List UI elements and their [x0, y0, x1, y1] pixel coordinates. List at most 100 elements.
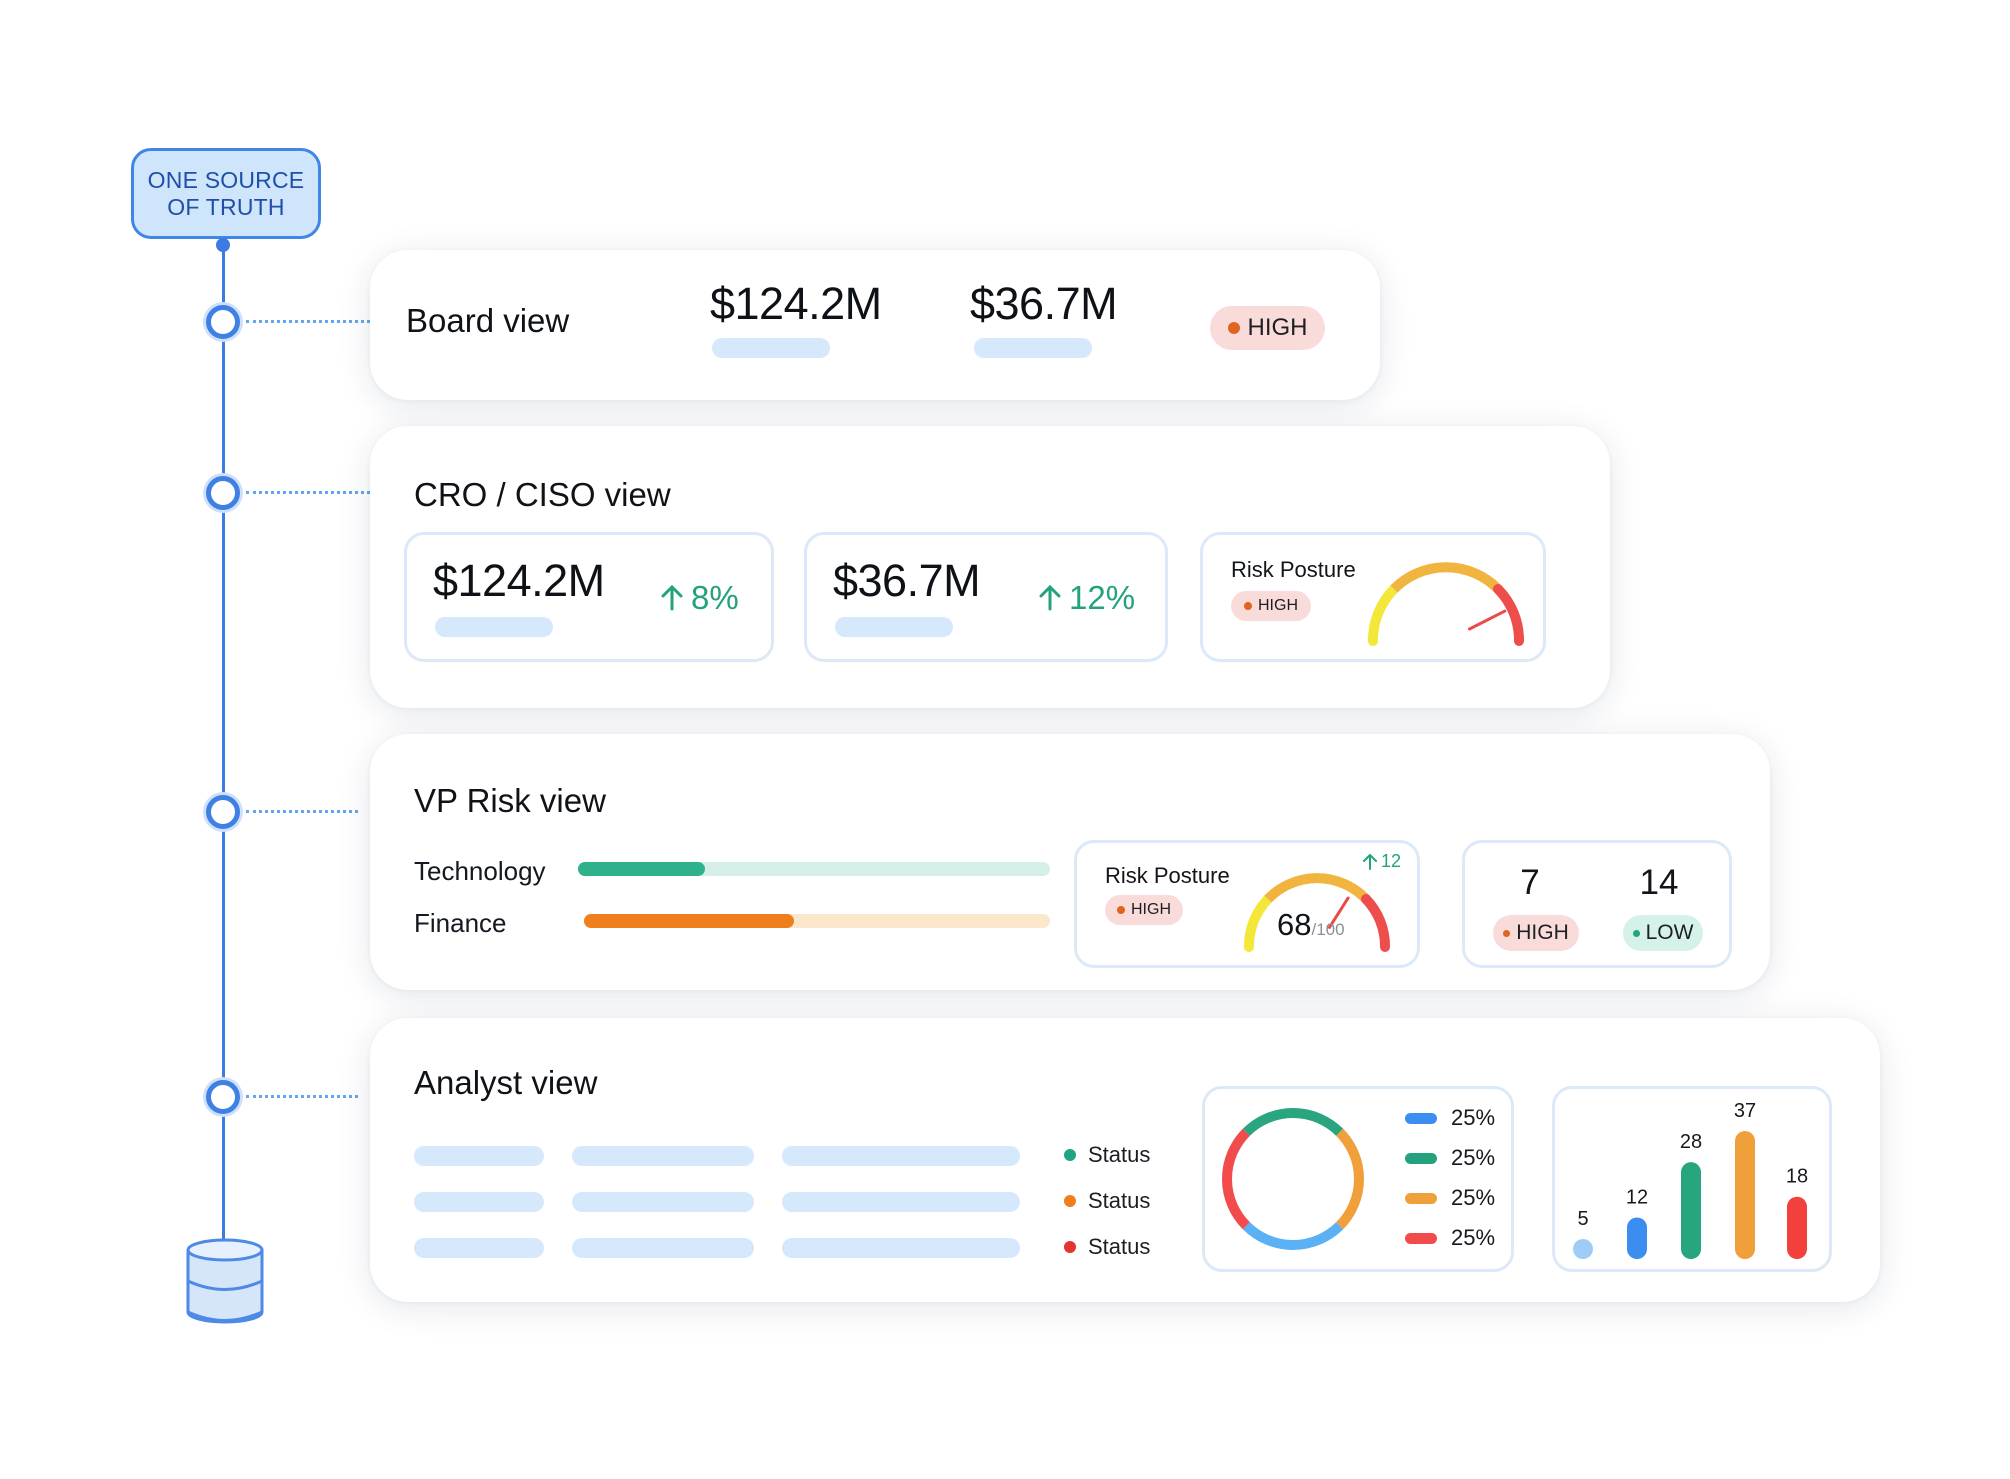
badge-label: HIGH	[1131, 901, 1171, 918]
database-icon	[186, 1238, 264, 1324]
donut-chart	[1222, 1108, 1364, 1250]
cro-view-card[interactable]: CRO / CISO view $124.2M 8% $36.7M 12% Ri…	[370, 426, 1610, 708]
connector-cro	[246, 491, 370, 494]
timeline-node-board	[206, 305, 240, 339]
table-skeleton-cell	[572, 1192, 754, 1212]
high-count-badge: HIGH	[1493, 915, 1579, 951]
vp-risk-posture-badge: HIGH	[1105, 895, 1183, 925]
bar-mark	[1627, 1217, 1647, 1259]
gauge-needle	[1468, 609, 1507, 631]
board-value-primary-skeleton	[712, 338, 830, 358]
cro-risk-posture-badge: HIGH	[1231, 591, 1311, 621]
vp-risk-gauge	[1243, 873, 1391, 952]
technology-bar-track	[578, 862, 1050, 876]
legend-swatch	[1405, 1152, 1437, 1164]
vp-risk-posture-card[interactable]: Risk Posture HIGH 12 68/100	[1074, 840, 1420, 968]
connector-vp	[246, 810, 358, 813]
bar-label-finance: Finance	[414, 908, 507, 938]
bar-label-technology: Technology	[414, 856, 546, 886]
bar-chart-card[interactable]: 5 12 28 37 18	[1552, 1086, 1832, 1272]
bar-mark	[1681, 1162, 1701, 1259]
arrow-up-icon	[1363, 853, 1377, 870]
bar-chart: 5 12 28 37 18	[1573, 1100, 1808, 1259]
status-item-2: Status	[1064, 1188, 1150, 1214]
table-skeleton-cell	[414, 1146, 544, 1166]
vp-risk-posture-label: Risk Posture	[1105, 863, 1230, 888]
vp-risk-view-title: VP Risk view	[414, 782, 606, 819]
legend-label: 25%	[1451, 1105, 1496, 1130]
bar-value-label: 37	[1734, 1100, 1756, 1122]
bar-mark	[1787, 1196, 1807, 1259]
vp-risk-posture-delta: 12	[1363, 851, 1401, 872]
board-view-card[interactable]: Board view $124.2M $36.7M HIGH	[370, 250, 1380, 400]
arrow-up-icon	[661, 585, 683, 611]
donut-slice	[1242, 1222, 1344, 1250]
vp-risk-score-max: /100	[1311, 920, 1345, 939]
status-label: Status	[1088, 1188, 1151, 1213]
timeline-node-cro	[206, 476, 240, 510]
badge-dot	[1117, 906, 1125, 914]
board-value-primary: $124.2M	[710, 278, 882, 329]
status-label: Status	[1088, 1234, 1151, 1259]
legend-swatch	[1405, 1112, 1437, 1124]
analyst-view-title: Analyst view	[414, 1064, 598, 1101]
vp-risk-posture-delta-value: 12	[1381, 851, 1402, 871]
legend-item: 25%	[1405, 1145, 1495, 1171]
board-view-title: Board view	[406, 302, 570, 339]
timeline-node-analyst	[206, 1080, 240, 1114]
status-item-3: Status	[1064, 1234, 1150, 1260]
status-dot-green	[1064, 1149, 1076, 1161]
analyst-view-card[interactable]: Analyst view Status Status Status 25% 25…	[370, 1018, 1880, 1302]
legend-item: 25%	[1405, 1225, 1495, 1251]
legend-item: 25%	[1405, 1105, 1495, 1131]
badge-label: HIGH	[1516, 921, 1569, 944]
connector-analyst	[246, 1095, 358, 1098]
badge-dot	[1632, 929, 1640, 937]
bar-value-label: 18	[1786, 1166, 1808, 1188]
legend-swatch	[1405, 1232, 1437, 1244]
cro-metric-2-value: $36.7M	[833, 555, 981, 606]
finance-bar-fill	[584, 914, 794, 928]
technology-bar-fill	[578, 862, 706, 876]
source-of-truth-badge: ONE SOURCE OF TRUTH	[131, 148, 321, 239]
badge-label: HIGH	[1247, 314, 1308, 341]
table-skeleton-cell	[414, 1238, 544, 1258]
vp-risk-score: 68/100	[1277, 907, 1345, 943]
legend-label: 25%	[1451, 1185, 1496, 1210]
badge-label: HIGH	[1258, 597, 1298, 614]
donut-chart-card[interactable]: 25% 25% 25% 25%	[1202, 1086, 1514, 1272]
timeline-line	[222, 240, 225, 1240]
cro-metric-1-delta-value: 8%	[691, 579, 739, 616]
donut-slice	[1222, 1128, 1250, 1230]
table-skeleton-cell	[572, 1238, 754, 1258]
cro-metric-card-2[interactable]: $36.7M 12%	[804, 532, 1168, 662]
high-count-value: 7	[1520, 863, 1540, 902]
board-value-secondary: $36.7M	[970, 278, 1118, 329]
donut-legend: 25% 25% 25% 25%	[1405, 1105, 1495, 1251]
status-item-1: Status	[1064, 1142, 1150, 1168]
status-dot-red	[1064, 1241, 1076, 1253]
source-of-truth-label: ONE SOURCE OF TRUTH	[147, 166, 305, 220]
legend-swatch	[1405, 1192, 1437, 1204]
bar-value-label: 12	[1626, 1186, 1648, 1208]
vp-risk-view-card[interactable]: VP Risk view Technology Finance Risk Pos…	[370, 734, 1770, 990]
cro-metric-card-1[interactable]: $124.2M 8%	[404, 532, 774, 662]
vp-counts-card[interactable]: 7 HIGH 14 LOW	[1462, 840, 1732, 968]
cro-risk-posture-label: Risk Posture	[1231, 557, 1356, 582]
status-label: Status	[1088, 1142, 1151, 1167]
table-skeleton-cell	[572, 1146, 754, 1166]
bar-value-label: 28	[1680, 1131, 1702, 1153]
cro-risk-gauge	[1367, 562, 1525, 646]
timeline-node-vp	[206, 795, 240, 829]
finance-bar-track	[584, 914, 1050, 928]
badge-dot	[1244, 602, 1252, 610]
cro-view-title: CRO / CISO view	[414, 476, 671, 513]
low-count-badge: LOW	[1623, 915, 1703, 951]
cro-metric-1-delta: 8%	[661, 579, 739, 617]
cro-metric-2-delta: 12%	[1039, 579, 1135, 617]
cro-risk-posture-card[interactable]: Risk Posture HIGH	[1200, 532, 1546, 662]
status-dot-orange	[1064, 1195, 1076, 1207]
badge-dot	[1227, 322, 1240, 334]
legend-item: 25%	[1405, 1185, 1495, 1211]
low-count-value: 14	[1639, 863, 1679, 902]
